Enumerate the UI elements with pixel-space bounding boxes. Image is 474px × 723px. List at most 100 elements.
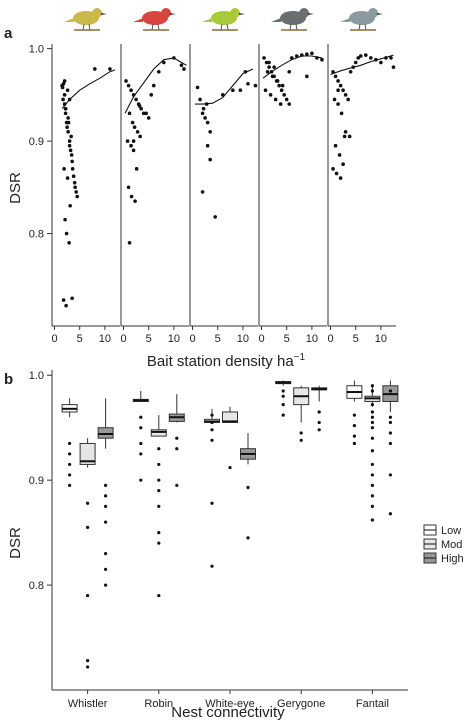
data-point xyxy=(61,298,66,302)
data-point xyxy=(131,148,136,153)
data-point xyxy=(64,303,68,308)
data-point xyxy=(71,174,76,179)
bird-head xyxy=(92,8,102,18)
data-point xyxy=(141,111,146,116)
outlier-point xyxy=(370,494,374,498)
outlier-point xyxy=(210,438,214,442)
panel-b-ylabel: DSR xyxy=(7,527,24,559)
bird-leg xyxy=(295,23,298,31)
data-point xyxy=(139,106,143,111)
panel-b-label: b xyxy=(4,371,13,388)
data-point xyxy=(134,167,139,171)
a-xtick-label: 10 xyxy=(168,333,180,345)
bird-leg xyxy=(157,23,160,31)
data-point xyxy=(267,65,271,69)
data-point xyxy=(61,97,65,102)
data-point xyxy=(65,88,70,93)
bird-leg xyxy=(358,23,361,31)
outlier-point xyxy=(68,441,72,446)
outlier-point xyxy=(388,441,392,446)
data-point xyxy=(320,57,324,62)
data-point xyxy=(66,116,70,120)
outlier-point xyxy=(175,447,179,451)
outlier-point xyxy=(104,483,108,488)
outlier-point xyxy=(370,462,374,467)
data-point xyxy=(262,56,266,60)
panel-a-ylabel: DSR xyxy=(7,172,24,204)
panel-a-xlabel-main: Bait station density ha xyxy=(147,353,294,370)
data-point xyxy=(363,53,368,57)
box-fantail-high xyxy=(382,380,399,516)
data-point xyxy=(358,54,363,58)
outlier-point xyxy=(370,504,374,508)
fit-curve xyxy=(124,57,187,114)
data-point xyxy=(74,190,78,194)
outlier-point xyxy=(352,441,356,446)
data-point xyxy=(333,74,338,79)
data-point xyxy=(70,167,75,171)
a-xtick-label: 5 xyxy=(215,333,221,345)
outlier-point xyxy=(139,426,143,430)
b-xtick-label: Fantail xyxy=(356,698,389,710)
data-point xyxy=(270,74,275,79)
outlier-point xyxy=(370,426,374,430)
outlier-point xyxy=(68,452,72,456)
data-point xyxy=(64,231,69,236)
outlier-point xyxy=(157,593,161,598)
facet-white-eye: 0 5 10 xyxy=(189,44,258,345)
data-point xyxy=(331,69,335,74)
bird-head xyxy=(161,8,171,18)
data-point xyxy=(205,120,210,125)
data-point xyxy=(336,102,340,106)
data-point xyxy=(195,85,200,90)
facet-fantail: 0 5 10 xyxy=(327,44,396,345)
legend-label: Low xyxy=(441,525,461,537)
data-point xyxy=(126,83,131,88)
data-point xyxy=(205,143,210,148)
data-point xyxy=(125,139,130,143)
data-point xyxy=(336,88,340,93)
b-xtick-label: Robin xyxy=(144,698,173,710)
data-point xyxy=(75,194,79,199)
data-point xyxy=(129,88,133,93)
data-point xyxy=(201,106,206,111)
a-xtick-label: 5 xyxy=(284,333,290,345)
data-point xyxy=(231,88,235,93)
data-point xyxy=(347,134,352,139)
data-point xyxy=(284,97,289,102)
box-whistler-high xyxy=(97,398,114,587)
outlier-point xyxy=(370,410,374,414)
outlier-point xyxy=(104,552,108,556)
box-whistler-low xyxy=(61,398,78,488)
outlier-point xyxy=(317,428,321,432)
panel-a-label: a xyxy=(4,25,13,42)
data-point xyxy=(68,148,73,153)
box-white-eye-mod xyxy=(222,406,238,470)
box-white-eye-high xyxy=(240,432,256,540)
data-point xyxy=(126,185,131,190)
outlier-point xyxy=(388,420,392,425)
outlier-point xyxy=(68,473,72,477)
outlier-point xyxy=(370,389,374,393)
data-point xyxy=(151,83,156,88)
white-eye-bird-icon xyxy=(202,8,245,31)
bird-beak xyxy=(377,13,383,15)
outlier-point xyxy=(210,413,214,417)
outlier-point xyxy=(370,473,374,477)
data-point xyxy=(333,143,338,148)
data-point xyxy=(134,97,138,102)
outlier-point xyxy=(370,420,374,425)
data-point xyxy=(70,159,74,164)
a-xtick-label: 10 xyxy=(237,333,249,345)
data-point xyxy=(203,116,207,120)
box-whistler-mod xyxy=(79,438,96,669)
outlier-point xyxy=(388,389,392,393)
outlier-point xyxy=(388,431,392,435)
data-point xyxy=(278,102,283,106)
outlier-point xyxy=(317,420,321,425)
box-iqr xyxy=(150,429,167,437)
data-point xyxy=(280,83,285,88)
data-point xyxy=(334,171,339,176)
data-point xyxy=(277,83,281,88)
bird-tail xyxy=(271,18,281,22)
